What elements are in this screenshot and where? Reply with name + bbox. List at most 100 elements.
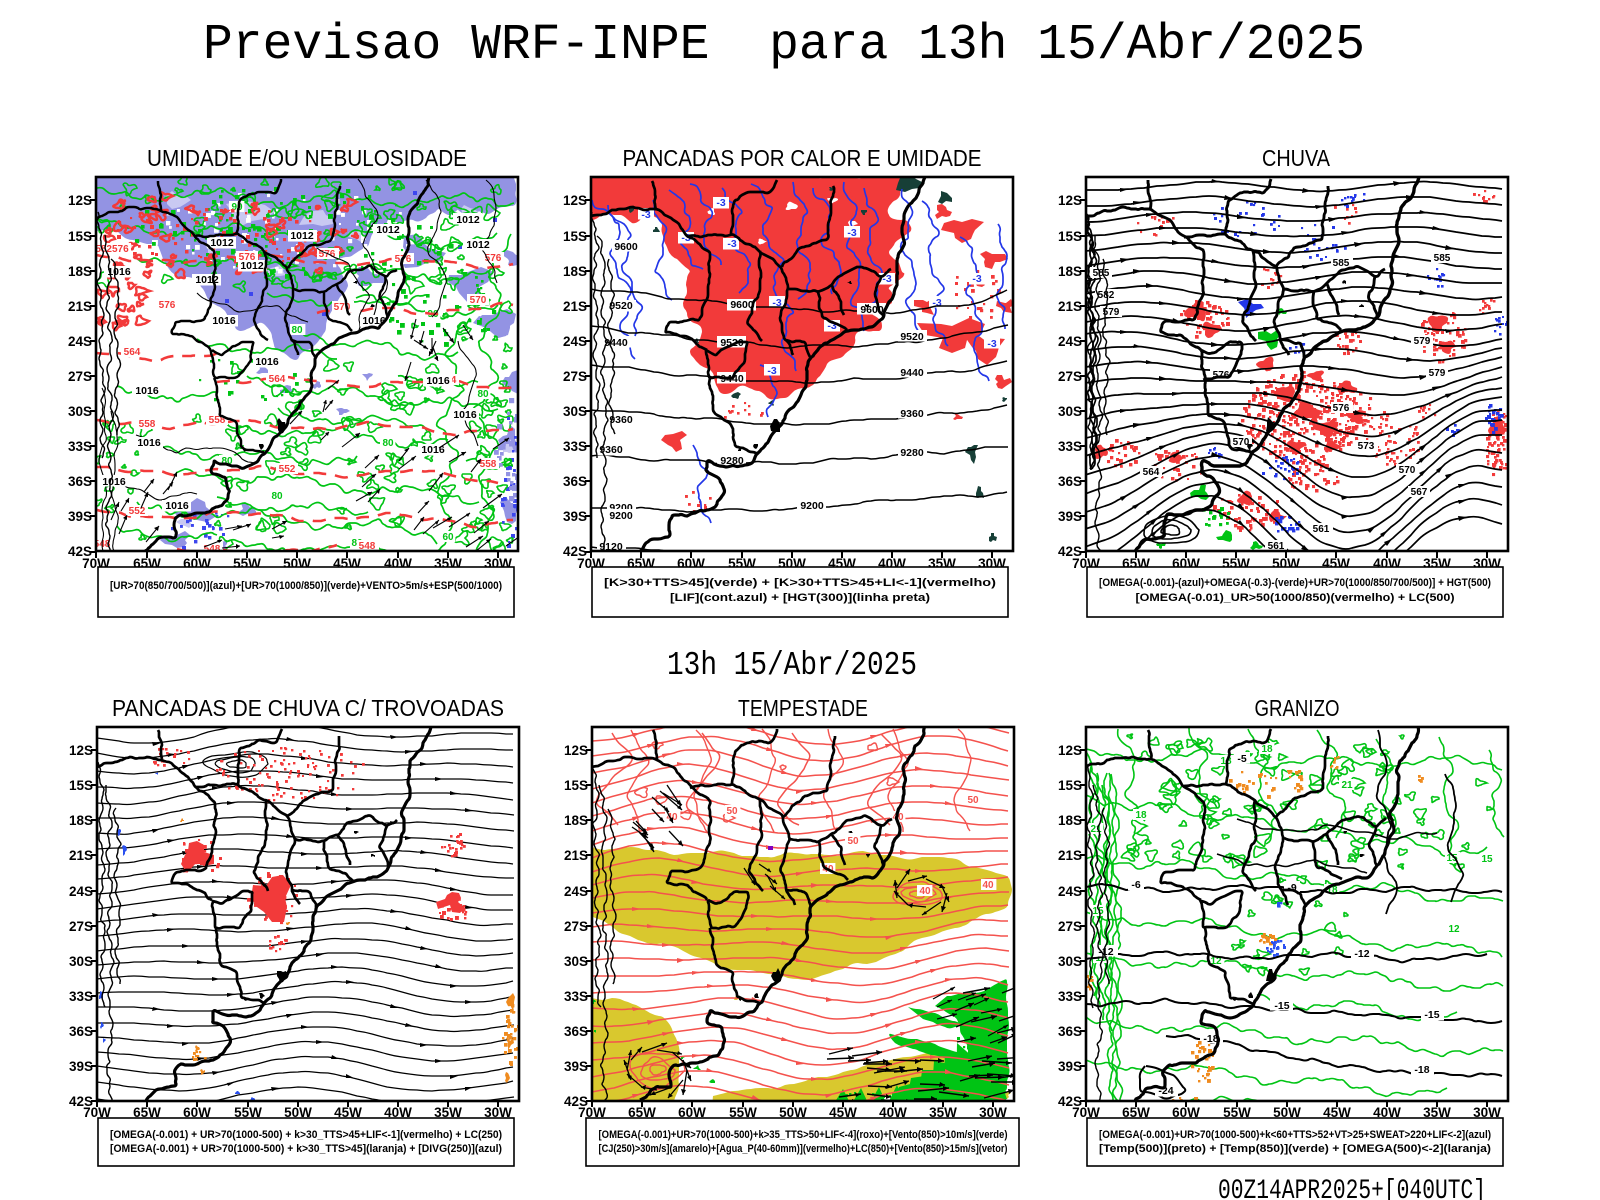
svg-text:55W: 55W <box>729 1105 757 1120</box>
svg-text:45W: 45W <box>334 1105 362 1120</box>
svg-text:36S: 36S <box>1058 474 1082 489</box>
svg-text:-3: -3 <box>716 197 725 209</box>
svg-text:21S: 21S <box>68 299 92 314</box>
svg-text:55W: 55W <box>234 1105 262 1120</box>
svg-text:15: 15 <box>1092 906 1104 917</box>
svg-text:[OMEGA(-0.001) + UR>70(1000-: [OMEGA(-0.001) + UR>70(1000-500) + k>30_… <box>110 1143 502 1155</box>
svg-text:80: 80 <box>291 325 303 336</box>
svg-text:39S: 39S <box>564 1059 588 1074</box>
svg-text:1016: 1016 <box>135 385 159 397</box>
svg-text:24S: 24S <box>1058 334 1082 349</box>
svg-text:9360: 9360 <box>609 414 633 426</box>
svg-text:UMIDADE E/OU NEBULOSIDADE: UMIDADE E/OU NEBULOSIDADE <box>147 145 467 171</box>
svg-text:12S: 12S <box>1058 743 1082 758</box>
svg-text:-3: -3 <box>987 338 996 350</box>
svg-text:-3: -3 <box>772 297 781 309</box>
svg-text:30S: 30S <box>1058 404 1082 419</box>
svg-text:-12: -12 <box>1098 946 1113 958</box>
svg-text:70W: 70W <box>83 1105 111 1120</box>
svg-text:12: 12 <box>1448 924 1460 935</box>
svg-text:9600: 9600 <box>730 299 754 311</box>
svg-text:-3: -3 <box>727 238 736 250</box>
svg-text:576: 576 <box>319 249 336 260</box>
svg-text:9200: 9200 <box>800 500 824 512</box>
svg-text:90: 90 <box>231 202 243 213</box>
svg-text:9440: 9440 <box>900 367 924 379</box>
svg-text:1012: 1012 <box>456 214 480 226</box>
svg-text:570: 570 <box>1233 437 1250 448</box>
svg-text:00Z14APR2025+[040UTC]: 00Z14APR2025+[040UTC] <box>1218 1176 1486 1200</box>
svg-text:45W: 45W <box>829 1105 857 1120</box>
svg-text:21: 21 <box>1341 780 1353 791</box>
svg-text:1016: 1016 <box>426 375 450 387</box>
svg-text:548: 548 <box>94 539 111 550</box>
svg-text:9360: 9360 <box>599 444 623 456</box>
svg-text:21S: 21S <box>564 848 588 863</box>
svg-text:-3: -3 <box>972 273 981 285</box>
svg-text:40: 40 <box>666 812 678 823</box>
svg-text:564: 564 <box>1143 467 1160 478</box>
svg-text:1016: 1016 <box>165 500 189 512</box>
svg-text:[OMEGA(-0.001)+UR>70(1000-500): [OMEGA(-0.001)+UR>70(1000-500)+k<60+TTS>… <box>1099 1129 1491 1141</box>
svg-text:35W: 35W <box>1423 1105 1451 1120</box>
svg-text:42S: 42S <box>563 544 587 559</box>
svg-text:-6: -6 <box>1131 879 1140 891</box>
svg-text:15S: 15S <box>1058 778 1082 793</box>
svg-text:18: 18 <box>1135 810 1147 821</box>
svg-text:30W: 30W <box>484 1105 512 1120</box>
svg-text:24S: 24S <box>1058 884 1082 899</box>
svg-text:576: 576 <box>1333 403 1350 414</box>
svg-text:33S: 33S <box>69 989 93 1004</box>
svg-text:[OMEGA(-0.001)+UR>70(1000-500): [OMEGA(-0.001)+UR>70(1000-500)+k>35_TTS>… <box>599 1129 1008 1141</box>
svg-text:15S: 15S <box>69 778 93 793</box>
svg-text:60W: 60W <box>678 1105 706 1120</box>
svg-text:9600: 9600 <box>614 241 638 253</box>
svg-text:-12: -12 <box>1354 948 1369 960</box>
svg-text:18: 18 <box>1261 744 1273 755</box>
svg-text:60W: 60W <box>1172 1105 1200 1120</box>
svg-text:9360: 9360 <box>900 408 924 420</box>
svg-text:18S: 18S <box>1058 264 1082 279</box>
svg-text:80: 80 <box>382 438 394 449</box>
svg-text:60W: 60W <box>183 1105 211 1120</box>
svg-text:50W: 50W <box>1273 1105 1301 1120</box>
svg-text:18S: 18S <box>68 264 92 279</box>
svg-text:39S: 39S <box>69 1059 93 1074</box>
svg-text:40W: 40W <box>384 1105 412 1120</box>
svg-text:[K>30+TTS>45](verde) + [K>30: [K>30+TTS>45](verde) + [K>30+TTS>45+LI<-… <box>604 577 996 589</box>
svg-text:27S: 27S <box>68 369 92 384</box>
svg-text:36S: 36S <box>564 1024 588 1039</box>
svg-text:30S: 30S <box>1058 954 1082 969</box>
svg-text:1016: 1016 <box>255 356 279 368</box>
svg-text:24S: 24S <box>564 884 588 899</box>
svg-text:573: 573 <box>1358 441 1375 452</box>
svg-text:39S: 39S <box>1058 509 1082 524</box>
svg-text:50W: 50W <box>284 1105 312 1120</box>
svg-text:18: 18 <box>1326 885 1338 896</box>
svg-text:30S: 30S <box>68 404 92 419</box>
svg-text:9520: 9520 <box>609 300 633 312</box>
svg-text:-3: -3 <box>681 232 690 244</box>
svg-text:12S: 12S <box>1058 193 1082 208</box>
svg-text:33S: 33S <box>1058 989 1082 1004</box>
svg-text:42S: 42S <box>1058 544 1082 559</box>
svg-text:50W: 50W <box>779 1105 807 1120</box>
svg-text:33S: 33S <box>68 439 92 454</box>
svg-text:561: 561 <box>1268 541 1285 552</box>
svg-text:548: 548 <box>359 541 376 552</box>
svg-text:[OMEGA(-0.001)-(azul)+OMEGA(-0: [OMEGA(-0.001)-(azul)+OMEGA(-0.3)-(verde… <box>1099 577 1491 589</box>
svg-text:-3: -3 <box>932 297 941 309</box>
svg-text:12S: 12S <box>563 193 587 208</box>
svg-text:21: 21 <box>1090 824 1102 835</box>
svg-text:576: 576 <box>485 253 502 264</box>
svg-text:1012: 1012 <box>210 237 234 249</box>
svg-text:552: 552 <box>129 506 146 517</box>
svg-text:12S: 12S <box>69 743 93 758</box>
svg-text:18S: 18S <box>69 813 93 828</box>
svg-text:-15: -15 <box>1424 1009 1439 1021</box>
svg-text:50: 50 <box>726 806 738 817</box>
svg-text:9440: 9440 <box>604 337 628 349</box>
svg-text:36S: 36S <box>68 474 92 489</box>
svg-text:PANCADAS DE CHUVA C/ TROVOADAS: PANCADAS DE CHUVA C/ TROVOADAS <box>112 695 504 721</box>
svg-text:-18: -18 <box>1203 1033 1218 1045</box>
